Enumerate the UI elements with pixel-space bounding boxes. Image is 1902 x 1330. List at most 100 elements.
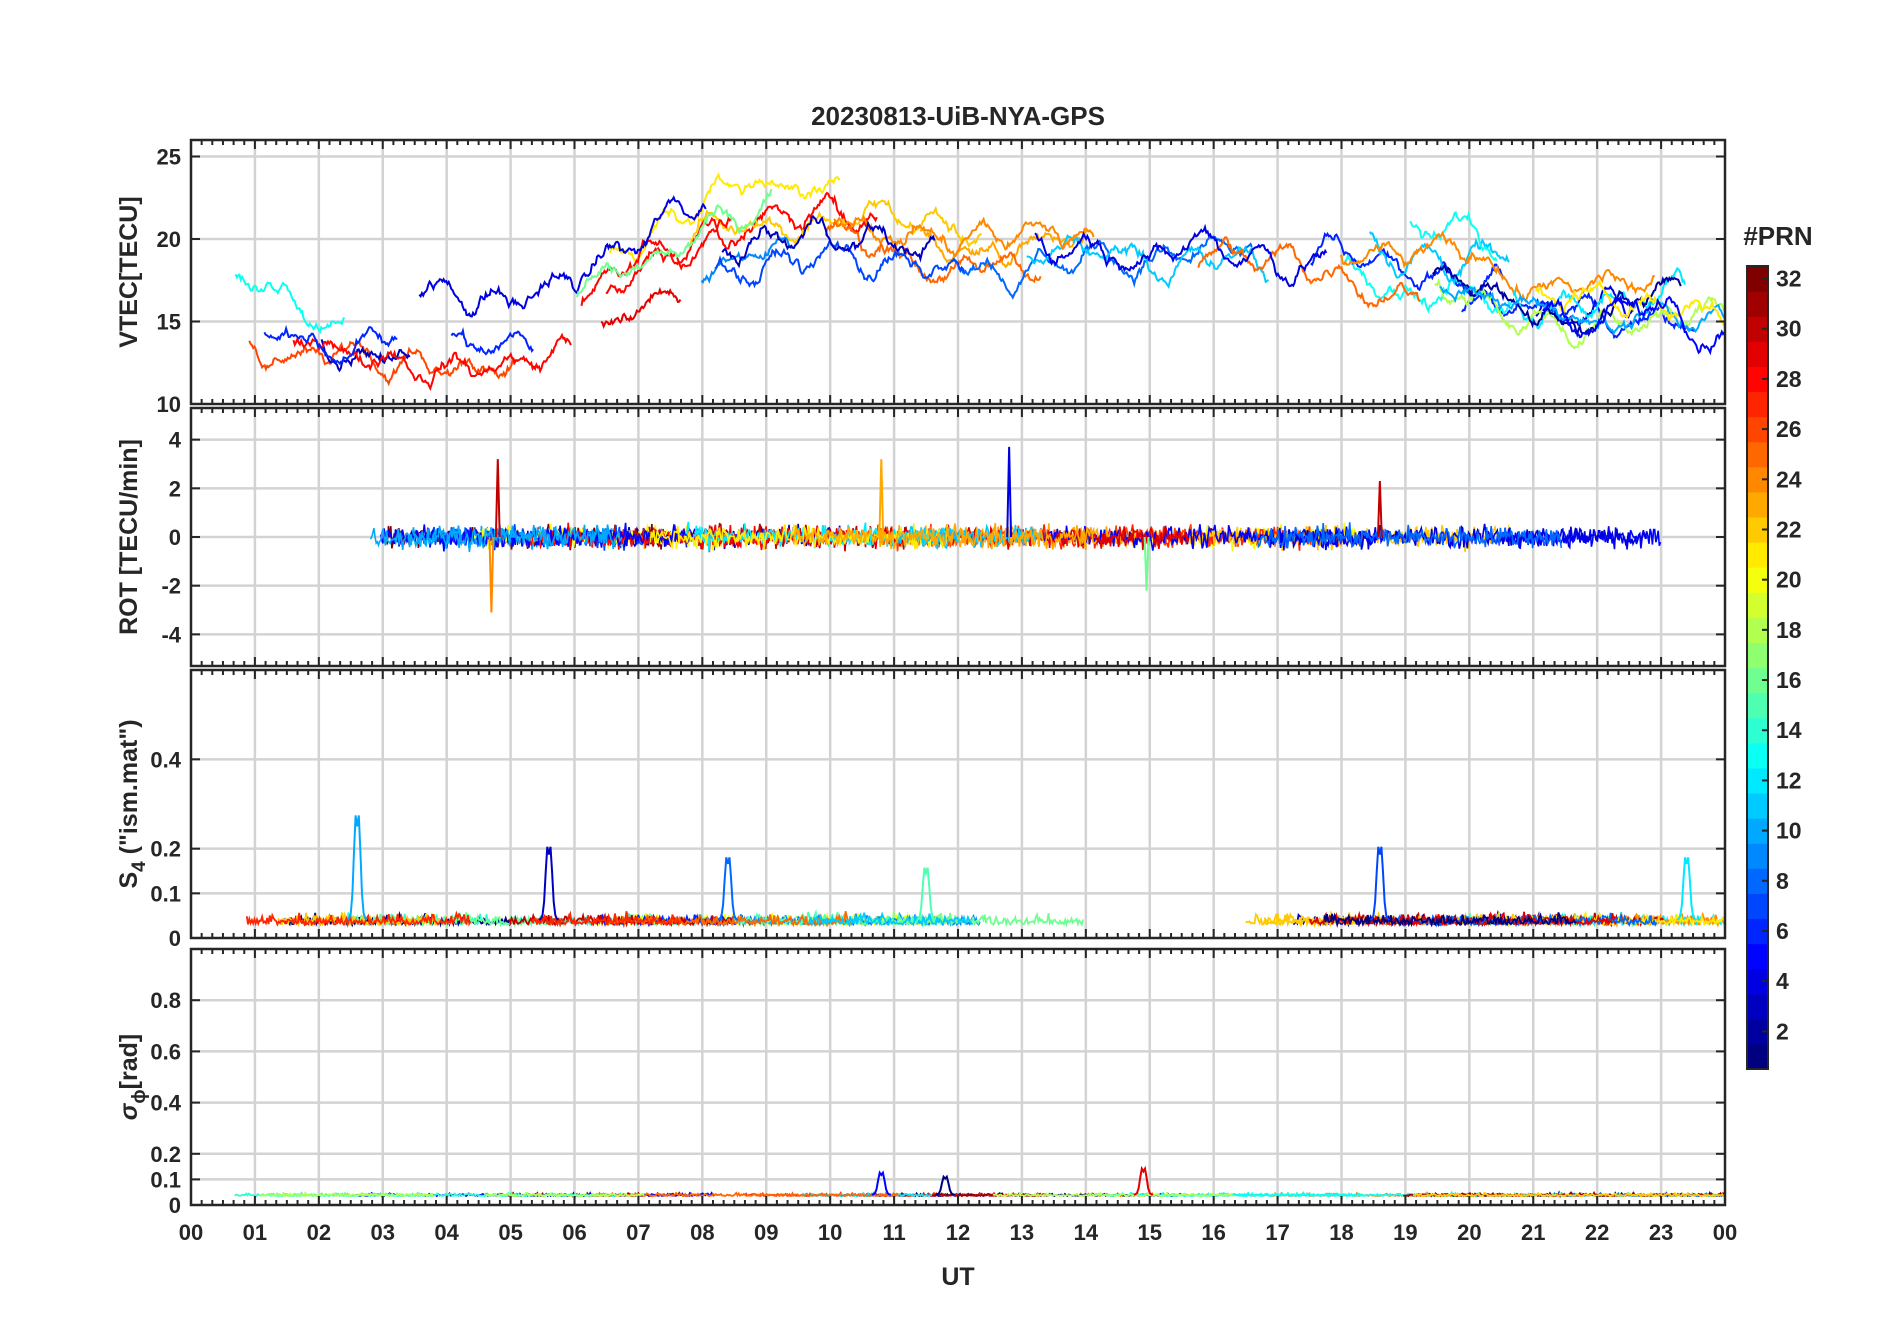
rot-trace: [369, 524, 622, 553]
y-tick-label: 25: [157, 145, 181, 170]
x-tick-label: 04: [434, 1220, 459, 1245]
y-tick-label: 0: [169, 1193, 181, 1218]
vtec-trace: [263, 324, 398, 366]
panel-traces: [234, 1165, 1725, 1199]
vtec-trace: [1534, 278, 1725, 328]
vtec-trace: [418, 195, 707, 318]
sigma-phi-trace: [992, 1191, 1234, 1198]
s4-trace: [808, 911, 974, 928]
vtec-trace: [234, 273, 346, 335]
y-tick-label: 0.8: [150, 988, 181, 1013]
y-axis-label: S4 ("ism.mat"): [115, 719, 150, 888]
colorbar-tick-label: 12: [1776, 767, 1802, 793]
y-tick-label: 0.1: [150, 881, 181, 906]
y-axis-label-subscript: ϕ: [129, 1089, 150, 1103]
colorbar-tick-label: 20: [1776, 567, 1802, 593]
y-tick-label: 0.2: [150, 837, 181, 862]
panel-frame: [189, 668, 1727, 940]
rot-panel: -4 -2 0 2 4 ROT [TECU/min]: [115, 406, 1727, 668]
y-tick-label: 15: [157, 310, 181, 335]
x-tick-label: 23: [1649, 1220, 1673, 1245]
sigma-phi-peak: [871, 1170, 892, 1196]
chart-title: 20230813-UiB-NYA-GPS: [811, 101, 1105, 131]
vtec-trace: [1026, 233, 1269, 290]
colorbar-segment: [1747, 567, 1768, 593]
colorbar-segment: [1747, 1043, 1768, 1070]
sigma-phi-peak: [1133, 1165, 1154, 1196]
panel-traces: [234, 172, 1725, 392]
y-tick-label: 0: [169, 926, 181, 951]
y-tick-label: 20: [157, 227, 181, 252]
vtec-trace: [292, 332, 572, 392]
x-tick-label: 03: [371, 1220, 395, 1245]
colorbar-segment: [1747, 843, 1768, 869]
colorbar-tick-label: 22: [1776, 516, 1802, 542]
rot-spike: [488, 536, 495, 613]
s4-peak: [346, 815, 368, 921]
colorbar-segment: [1747, 491, 1768, 518]
colorbar-segment: [1747, 767, 1768, 794]
y-tick-label: 0: [169, 525, 181, 550]
vtec-trace: [1197, 236, 1421, 309]
x-tick-label: 00: [179, 1220, 203, 1245]
x-tick-label: 00: [1713, 1220, 1737, 1245]
y-axis-label-tail: ("ism.mat"): [115, 719, 143, 861]
colorbar-frame: [1746, 265, 1769, 1070]
vtec-trace: [320, 339, 411, 373]
sigma-phi-trace: [593, 1191, 899, 1198]
y-axis-label-tail: [rad]: [115, 1034, 143, 1090]
vtec-trace: [600, 286, 682, 330]
colorbar-tick-label: 16: [1776, 667, 1802, 693]
vtec-trace: [1339, 230, 1655, 304]
rot-trace: [1255, 522, 1563, 549]
y-tick-label: 0.4: [150, 747, 181, 772]
colorbar-segment: [1747, 717, 1768, 744]
colorbar-segment: [1747, 592, 1768, 618]
colorbar-segment: [1747, 968, 1768, 995]
vtec-trace: [950, 234, 1253, 300]
s4-peak: [1369, 846, 1390, 921]
s4-peak: [717, 857, 739, 921]
colorbar-tick-label: 6: [1776, 918, 1789, 944]
rot-trace: [792, 522, 1098, 550]
x-tick-label: 15: [1138, 1220, 1162, 1245]
y-axis-label-main: σ: [115, 1102, 143, 1120]
x-tick-label: 12: [946, 1220, 970, 1245]
x-axis-label: UT: [941, 1263, 974, 1291]
x-tick-label: 05: [498, 1220, 522, 1245]
x-tick-label: 06: [562, 1220, 586, 1245]
x-tick-label: 02: [307, 1220, 331, 1245]
sigma-phi-peak: [935, 1174, 955, 1196]
vtec-trace: [824, 220, 1042, 284]
vtec-trace: [1034, 223, 1328, 288]
y-tick-label: -4: [161, 622, 181, 647]
y-axis-label-main: S: [115, 872, 143, 889]
y-tick-label: -2: [161, 574, 181, 599]
colorbar-segment: [1747, 792, 1768, 819]
y-axis-label-subscript: 4: [129, 861, 150, 872]
x-tick-label: 21: [1521, 1220, 1545, 1245]
colorbar-tick-label: 4: [1776, 968, 1789, 994]
vtec-trace: [1369, 231, 1510, 286]
colorbar-segment: [1747, 993, 1768, 1020]
vtec-trace: [1344, 253, 1512, 316]
y-axis-label: ROT [TECU/min]: [115, 439, 143, 635]
x-tick-label: 01: [243, 1220, 267, 1245]
s4-trace: [895, 911, 1084, 928]
panel-traces: [369, 446, 1662, 613]
sigma-phi-trace: [1412, 1191, 1725, 1198]
rot-spike: [878, 459, 885, 538]
y-tick-label: 0.1: [150, 1167, 181, 1192]
colorbar-segment: [1747, 642, 1768, 669]
colorbar-segment: [1747, 466, 1768, 493]
rot-spike: [1143, 536, 1150, 591]
x-tick-label: 08: [690, 1220, 714, 1245]
x-tick-label: 14: [1074, 1220, 1099, 1245]
x-tick-label: 18: [1329, 1220, 1353, 1245]
vtec-trace: [721, 214, 936, 269]
colorbar-segment: [1747, 366, 1768, 393]
y-tick-label: 2: [169, 476, 181, 501]
x-tick-label: 07: [626, 1220, 650, 1245]
